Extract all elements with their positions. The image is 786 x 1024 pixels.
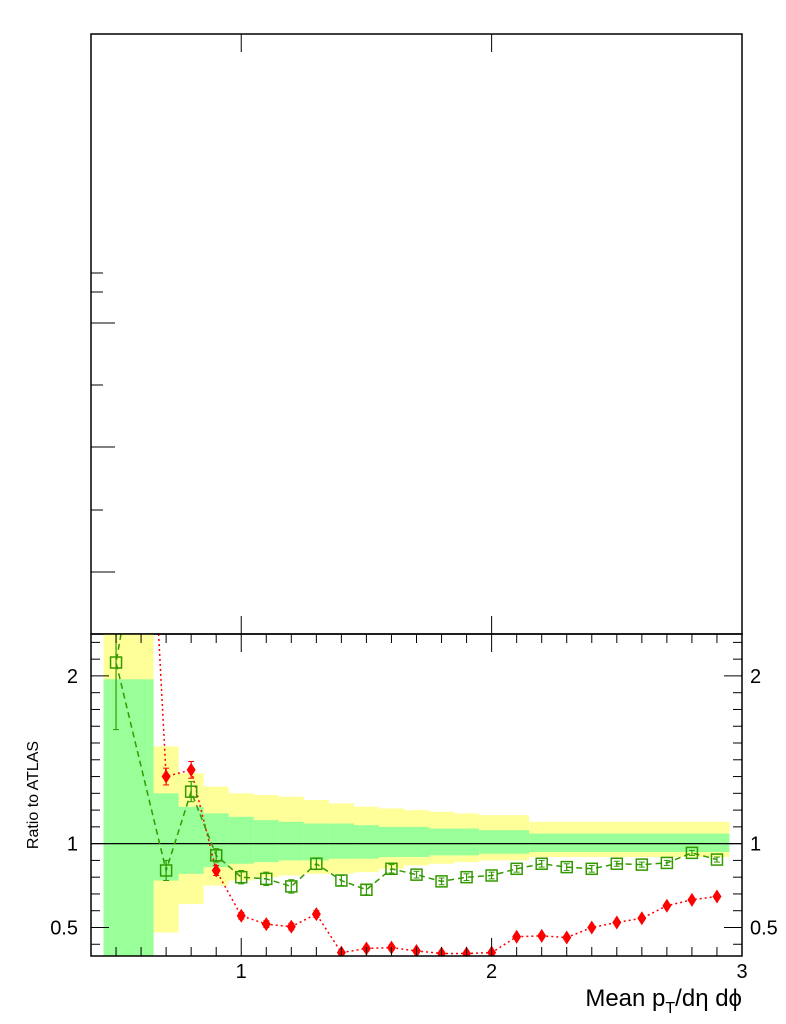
inner-band-bin: [454, 828, 480, 856]
inner-band-bin: [353, 825, 379, 859]
diamond-marker: [662, 898, 672, 913]
y-tick-label-right: 1: [750, 834, 761, 856]
inner-band-bin: [479, 830, 530, 854]
diamond-marker: [261, 917, 271, 932]
diamond-marker: [687, 892, 697, 907]
x-axis-title: Mean pT/dη dϕ: [585, 985, 742, 1017]
main-panel-frame: [90, 33, 743, 635]
square-marker: [560, 860, 573, 874]
diamond-marker: [712, 889, 722, 904]
ratio-panel: 1 2 30.5 0.51 12 2: [50, 633, 778, 983]
inner-band-bin: [328, 823, 354, 859]
square-marker: [710, 853, 724, 866]
square-marker: [310, 857, 323, 871]
main-panel: [90, 33, 743, 635]
diamond-marker: [186, 762, 196, 777]
tick-labels: 1 2 30.5 0.51 12 2: [50, 666, 778, 983]
x-tick-label: 3: [736, 961, 747, 983]
inner-band-bin: [303, 823, 329, 861]
diamond-marker: [236, 908, 246, 923]
square-marker: [234, 870, 248, 884]
y-tick-label-right: 0.5: [750, 917, 778, 939]
inner-band-bin: [178, 806, 204, 874]
square-marker: [285, 880, 298, 893]
inner-band-bin: [103, 679, 154, 956]
main-panel-ticks: [91, 34, 493, 634]
square-marker: [685, 846, 699, 860]
square-marker: [260, 872, 273, 886]
x-axis-title-rest: /dη dϕ: [675, 985, 742, 1012]
y-tick-label-left: 1: [67, 834, 78, 856]
y-axis-title: Ratio to ATLAS: [25, 741, 42, 849]
square-marker: [109, 656, 123, 669]
x-axis-title-main: Mean p: [585, 985, 665, 1012]
diamond-marker: [512, 929, 522, 944]
square-marker: [435, 875, 448, 888]
diamond-marker: [286, 919, 296, 934]
square-marker: [159, 864, 173, 877]
square-marker: [535, 857, 548, 871]
inner-band-bin: [403, 826, 430, 858]
square-marker: [335, 874, 348, 887]
square-marker: [360, 883, 373, 897]
diamond-marker: [537, 928, 547, 943]
diamond-marker: [211, 863, 221, 878]
inner-band-bin: [253, 820, 279, 863]
diamond-marker: [311, 907, 321, 922]
series-line-diamond: [157, 634, 718, 955]
x-tick-label: 1: [236, 961, 247, 983]
square-marker: [585, 862, 599, 876]
square-marker: [485, 869, 498, 882]
diamond-marker: [612, 915, 622, 930]
square-marker: [635, 858, 649, 871]
diamond-marker: [637, 911, 647, 926]
square-marker: [610, 857, 624, 871]
ratio-panel-ticks: [91, 634, 743, 956]
inner-band-bin: [378, 826, 404, 858]
square-marker: [184, 785, 198, 798]
square-marker: [460, 870, 473, 884]
inner-band-bin: [529, 833, 730, 853]
diamond-marker: [562, 930, 572, 945]
y-tick-label-left: 2: [67, 666, 78, 688]
square-marker: [410, 868, 423, 881]
square-marker: [209, 849, 223, 862]
uncertainty-bands: [103, 634, 730, 956]
square-marker: [510, 862, 523, 876]
inner-band-bin: [228, 816, 254, 864]
y-tick-label-left: 0.5: [50, 917, 78, 939]
diamond-marker: [161, 769, 171, 784]
inner-band-bin: [278, 821, 304, 861]
diamond-marker: [587, 920, 597, 935]
square-marker: [385, 862, 398, 876]
series-open-square: [109, 634, 724, 897]
x-tick-label: 2: [486, 961, 497, 983]
square-marker: [660, 856, 674, 870]
y-tick-label-right: 2: [750, 666, 761, 688]
x-axis-title-subscript: T: [665, 1000, 675, 1017]
inner-band-bin: [429, 828, 455, 856]
